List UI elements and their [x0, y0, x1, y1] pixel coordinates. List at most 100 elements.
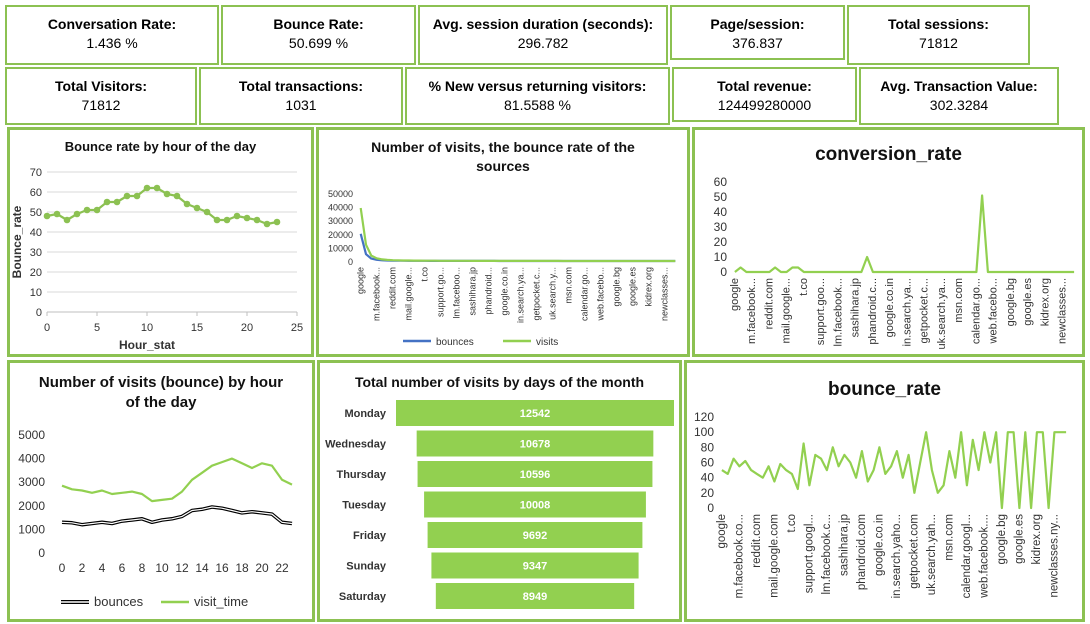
- point: [213, 216, 221, 224]
- x-tick-label: google.co.in: [873, 514, 885, 576]
- y-tick-label: 40: [701, 471, 715, 485]
- x-tick-label: getpocket.c...: [532, 267, 542, 321]
- chart: 0 10 20 30 40 50 60 70 0 5 10 15 20 25 Hour_stat Bounce…: [10, 167, 303, 352]
- x-tick-label: 20: [255, 561, 269, 575]
- y-tick-label: 5000: [18, 428, 45, 442]
- point: [153, 184, 161, 192]
- y-tick-label: 0: [348, 257, 353, 267]
- y-tick-label: 3000: [18, 475, 45, 489]
- x-tick-label: web.facebo...: [596, 267, 606, 322]
- bar: [427, 522, 643, 548]
- y-tick-label: 30: [714, 220, 728, 234]
- value-label: 10008: [520, 500, 551, 512]
- x-tick-label: web.facebo...: [988, 278, 1000, 344]
- y-tick-label: 40000: [328, 203, 353, 213]
- x-tick-label: t.co: [420, 267, 430, 282]
- kpi-label: Page/session:: [710, 16, 805, 32]
- x-tick-label: sashihara.jp: [468, 267, 478, 316]
- point: [233, 212, 241, 220]
- x-tick-label: sashihara.jp: [850, 278, 862, 337]
- x-tick-label: google.es: [628, 267, 638, 307]
- category-label: Tuesday: [342, 500, 387, 512]
- x-tick-label: google: [356, 267, 366, 294]
- bar: [417, 461, 653, 487]
- bar: [416, 430, 654, 457]
- x-tick-label: support.googl...: [803, 514, 815, 593]
- chart-panel: Number of visits (bounce) by hour of the…: [7, 360, 315, 622]
- x-tick-label: getpocket.c...: [919, 278, 931, 343]
- value-label: 9347: [523, 561, 547, 573]
- value-label: 10596: [520, 469, 551, 481]
- x-tick-label: uk.search.ya...: [936, 278, 948, 350]
- chart: Monday 12542 Wednesday 10678 Thursday 10596 Tu…: [325, 400, 674, 609]
- kpi-label: Total sessions:: [888, 16, 989, 32]
- y-tick-label: 120: [694, 410, 714, 424]
- legend-label: bounces: [436, 337, 474, 348]
- chart-panel: bounce_rate 0 20 40 60 80 100 120 google m.facebo…: [684, 360, 1085, 622]
- x-tick-label: phandroid.c...: [867, 278, 879, 345]
- kpi-value: 81.5588 %: [504, 97, 571, 113]
- x-tick-label: google.es: [1022, 278, 1034, 326]
- chart-panel: Total number of visits by days of the mo…: [317, 360, 682, 622]
- y-tick-label: 10: [714, 250, 728, 264]
- x-tick-label: phandroid.com: [856, 514, 868, 590]
- point: [73, 210, 81, 218]
- value-label: 8949: [523, 591, 547, 603]
- kpi-value: 124499280000: [717, 97, 812, 113]
- y-tick-label: 20000: [328, 230, 353, 240]
- x-tick-label: 6: [119, 561, 126, 575]
- kpi-label: % New versus returning visitors:: [428, 78, 647, 94]
- series-line: [359, 207, 676, 263]
- x-tick-label: support.goo...: [815, 278, 827, 345]
- x-tick-label: google.es: [1013, 514, 1025, 564]
- y-tick-label: 50: [714, 190, 728, 204]
- series-line-inner: [61, 506, 293, 526]
- point: [173, 192, 181, 200]
- point: [53, 210, 61, 218]
- x-tick-label: in.search.yaho...: [891, 514, 903, 598]
- x-tick-label: msn.com: [564, 267, 574, 304]
- kpi-label: Total revenue:: [717, 78, 812, 94]
- y-tick-label: 50000: [328, 189, 353, 199]
- point: [273, 218, 281, 226]
- kpi-card: Total revenue: 124499280000: [672, 67, 857, 122]
- x-tick-label: lm.facebook.c...: [821, 514, 833, 595]
- point: [183, 200, 191, 208]
- kpi-value: 1031: [285, 97, 317, 113]
- point: [263, 220, 271, 228]
- y-tick-label: 0: [707, 501, 714, 515]
- y-tick-label: 4000: [18, 452, 45, 466]
- point: [83, 206, 91, 214]
- kpi-value: 296.782: [517, 35, 569, 51]
- chart-title: Bounce rate by hour of the day: [64, 139, 257, 154]
- kpi-value: 1.436 %: [86, 35, 138, 51]
- category-label: Thursday: [336, 469, 386, 481]
- point: [93, 206, 101, 214]
- y-axis-title: Bounce_rate: [10, 205, 24, 278]
- kpi-label: Avg. Transaction Value:: [880, 78, 1038, 94]
- x-tick-label: newclasses.ny...: [1048, 514, 1060, 598]
- kpi-label: Avg. session duration (seconds):: [432, 16, 654, 32]
- series-line: [61, 457, 293, 503]
- chart-title: conversion_rate: [815, 144, 962, 165]
- x-tick-label: calendar.go...: [580, 267, 590, 321]
- bar: [431, 552, 639, 579]
- chart-panel: Bounce rate by hour of the day 0 10 20 30 40 5…: [7, 127, 314, 357]
- point: [223, 216, 231, 224]
- legend-label: visits: [536, 337, 558, 348]
- bar: [435, 583, 635, 609]
- chart-title: Total number of visits by days of the mo…: [354, 374, 645, 390]
- kpi-card: % New versus returning visitors: 81.5588 …: [405, 67, 670, 125]
- x-axis-title: Hour_stat: [119, 338, 175, 352]
- point: [113, 198, 121, 206]
- value-label: 12542: [520, 408, 551, 420]
- x-tick-label: 20: [241, 322, 253, 334]
- x-tick-label: google.co.in: [884, 278, 896, 337]
- y-tick-label: 40: [30, 227, 42, 239]
- x-tick-label: msn.com: [953, 278, 965, 323]
- x-tick-label: 4: [99, 561, 106, 575]
- y-tick-label: 40: [714, 205, 728, 219]
- y-tick-label: 20: [30, 267, 42, 279]
